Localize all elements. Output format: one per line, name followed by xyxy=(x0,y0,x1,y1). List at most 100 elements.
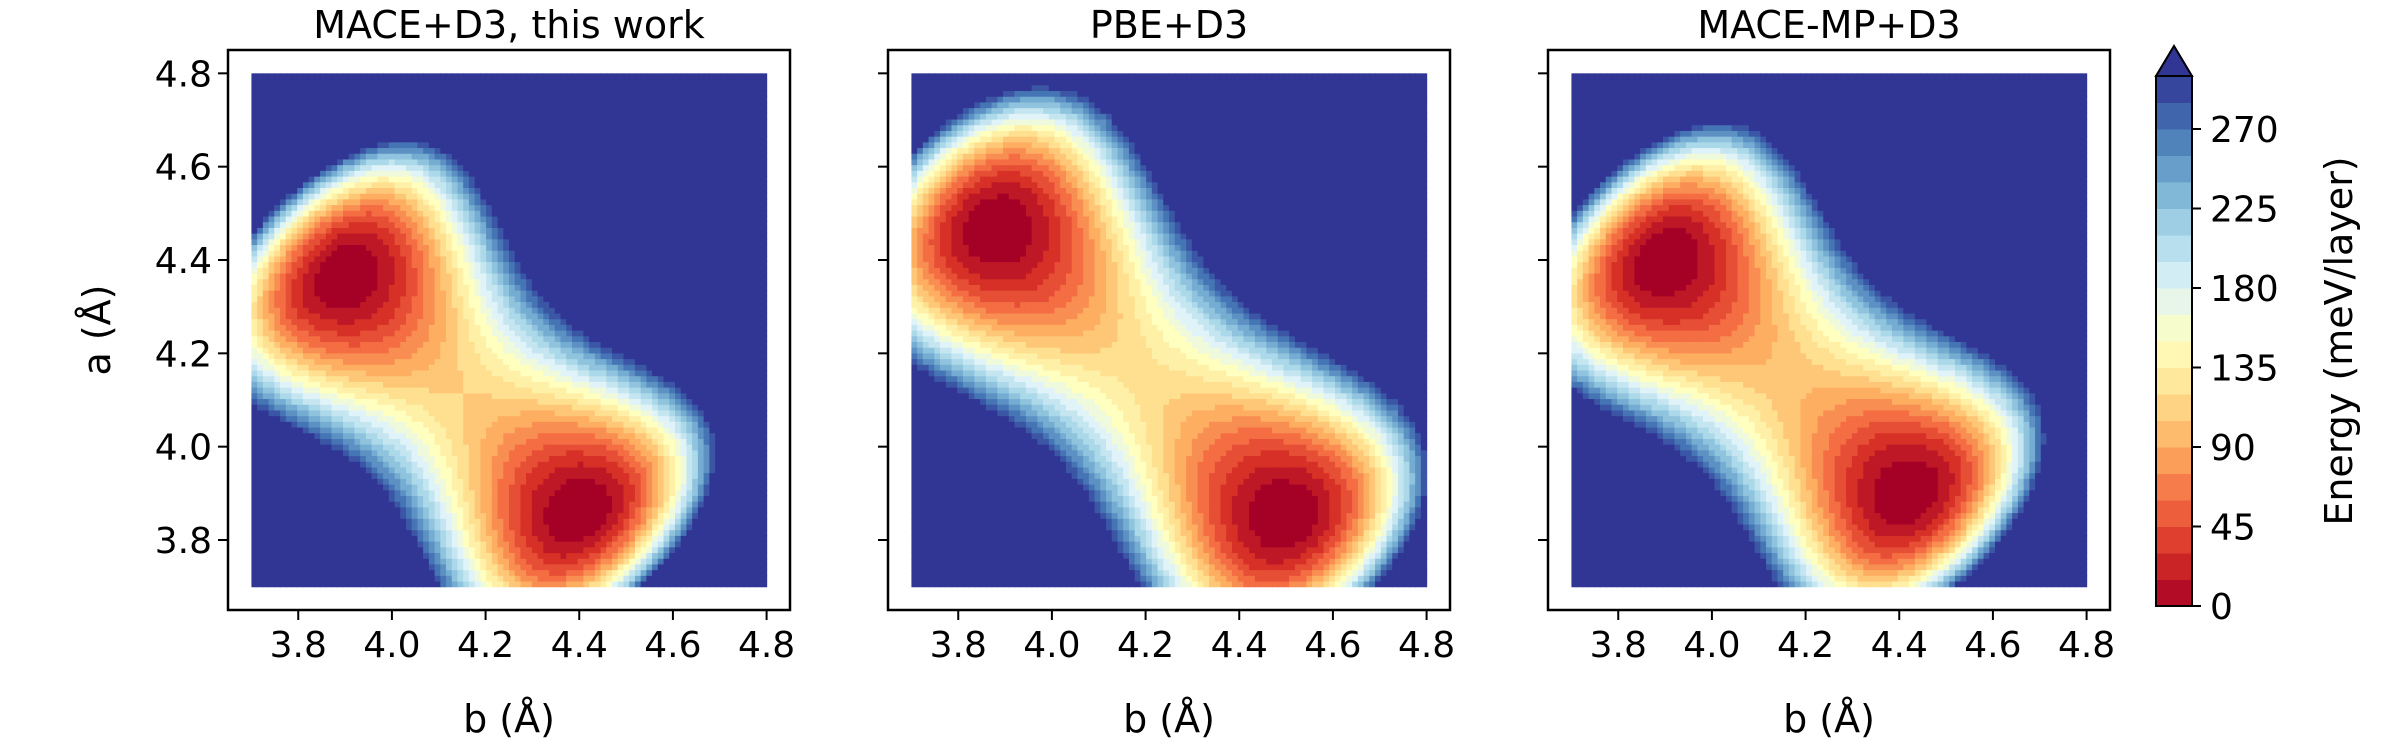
heatmap-cell xyxy=(263,130,269,136)
heatmap-cell xyxy=(532,507,538,513)
heatmap-cell xyxy=(417,547,423,553)
heatmap-cell xyxy=(366,85,372,91)
heatmap-cell xyxy=(257,233,263,239)
heatmap-cell xyxy=(395,370,401,376)
heatmap-cell xyxy=(457,518,463,524)
heatmap-cell xyxy=(543,490,549,496)
heatmap-cell xyxy=(452,450,458,456)
heatmap-cell xyxy=(549,364,555,370)
heatmap-cell xyxy=(429,85,435,91)
heatmap-cell xyxy=(263,159,269,165)
heatmap-cell xyxy=(349,541,355,547)
heatmap-cell xyxy=(291,501,297,507)
heatmap-cell xyxy=(526,575,532,581)
heatmap-cell xyxy=(337,364,343,370)
heatmap-cell xyxy=(475,404,481,410)
heatmap-cell xyxy=(480,347,486,353)
heatmap-cell xyxy=(251,199,257,205)
heatmap-cell xyxy=(492,250,498,256)
heatmap-cell xyxy=(383,359,389,365)
heatmap-cell xyxy=(555,376,561,382)
heatmap-cell xyxy=(498,513,504,519)
heatmap-cell xyxy=(429,347,435,353)
heatmap-cell xyxy=(337,347,343,353)
heatmap-cell xyxy=(538,136,544,142)
heatmap-cell xyxy=(412,176,418,182)
heatmap-cell xyxy=(486,130,492,136)
heatmap-cell xyxy=(332,535,338,541)
heatmap-cell xyxy=(526,165,532,171)
heatmap-cell xyxy=(446,193,452,199)
heatmap-cell xyxy=(263,427,269,433)
heatmap-cell xyxy=(509,404,515,410)
heatmap-cell xyxy=(372,147,378,153)
heatmap-cell xyxy=(366,552,372,558)
heatmap-cell xyxy=(417,490,423,496)
heatmap-cell xyxy=(280,564,286,570)
heatmap-cell xyxy=(492,467,498,473)
heatmap-cell xyxy=(440,279,446,285)
heatmap-cell xyxy=(366,507,372,513)
heatmap-cell xyxy=(280,187,286,193)
heatmap-cell xyxy=(337,279,343,285)
heatmap-cell xyxy=(509,79,515,85)
heatmap-cell xyxy=(337,90,343,96)
heatmap-cell xyxy=(532,570,538,576)
heatmap-cell xyxy=(538,147,544,153)
heatmap-cell xyxy=(251,176,257,182)
heatmap-cell xyxy=(509,461,515,467)
heatmap-cell xyxy=(498,142,504,148)
heatmap-cell xyxy=(475,216,481,222)
heatmap-cell xyxy=(269,564,275,570)
heatmap-cell xyxy=(475,410,481,416)
heatmap-cell xyxy=(538,461,544,467)
heatmap-cell xyxy=(406,296,412,302)
heatmap-cell xyxy=(475,461,481,467)
heatmap-cell xyxy=(337,250,343,256)
heatmap-cell xyxy=(349,444,355,450)
heatmap-cell xyxy=(561,90,567,96)
heatmap-cell xyxy=(383,125,389,131)
heatmap-cell xyxy=(435,513,441,519)
heatmap-cell xyxy=(543,398,549,404)
heatmap-cell xyxy=(406,250,412,256)
heatmap-cell xyxy=(520,90,526,96)
heatmap-cell xyxy=(538,518,544,524)
heatmap-cell xyxy=(286,182,292,188)
heatmap-cell xyxy=(326,381,332,387)
heatmap-cell xyxy=(343,478,349,484)
heatmap-cell xyxy=(538,273,544,279)
heatmap-cell xyxy=(435,239,441,245)
heatmap-cell xyxy=(463,427,469,433)
heatmap-cell xyxy=(269,216,275,222)
heatmap-cell xyxy=(366,130,372,136)
heatmap-cell xyxy=(543,359,549,365)
heatmap-cell xyxy=(349,256,355,262)
heatmap-cell xyxy=(538,581,544,587)
heatmap-cell xyxy=(561,490,567,496)
heatmap-cell xyxy=(555,319,561,325)
heatmap-cell xyxy=(457,170,463,176)
heatmap-cell xyxy=(503,187,509,193)
heatmap-cell xyxy=(366,410,372,416)
heatmap-cell xyxy=(469,416,475,422)
heatmap-cell xyxy=(389,193,395,199)
heatmap-cell xyxy=(520,79,526,85)
heatmap-cell xyxy=(303,381,309,387)
heatmap-cell xyxy=(549,336,555,342)
heatmap-cell xyxy=(269,102,275,108)
heatmap-cell xyxy=(280,535,286,541)
heatmap-cell xyxy=(360,79,366,85)
heatmap-cell xyxy=(314,250,320,256)
heatmap-cell xyxy=(383,199,389,205)
heatmap-cell xyxy=(366,347,372,353)
heatmap-cell xyxy=(291,364,297,370)
heatmap-cell xyxy=(343,501,349,507)
heatmap-cell xyxy=(515,125,521,131)
heatmap-cell xyxy=(280,73,286,79)
heatmap-cell xyxy=(280,393,286,399)
heatmap-cell xyxy=(503,370,509,376)
heatmap-cell xyxy=(503,296,509,302)
heatmap-cell xyxy=(251,296,257,302)
heatmap-cell xyxy=(389,461,395,467)
